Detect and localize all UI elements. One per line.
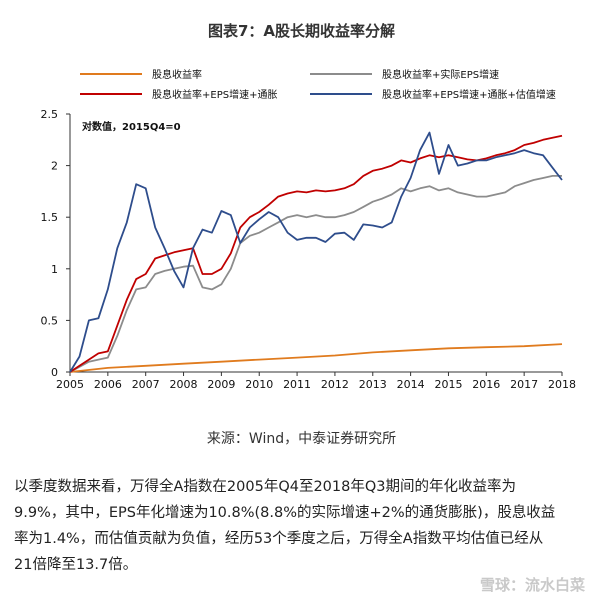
x-tick-label: 2016 [472, 378, 500, 391]
x-tick-label: 2008 [170, 378, 198, 391]
series-line-0 [69, 343, 563, 373]
legend-swatch [310, 92, 372, 95]
legend-item-eps-inflation: 股息收益率+EPS增速+通胀 [80, 86, 277, 101]
axes: 0 0.5 1 1.5 2 2.5 2005 2006 2007 2008 2009 2010 2011… [41, 108, 577, 391]
legend-label: 股息收益率+EPS增速+通胀+估值增速 [382, 90, 556, 101]
legend-swatch [310, 72, 372, 75]
x-tick-label: 2018 [548, 378, 576, 391]
x-tick-label: 2009 [207, 378, 235, 391]
x-tick-label: 2005 [56, 378, 84, 391]
y-tick-label: 1 [51, 263, 58, 276]
paragraph-line: 21倍降至13.7倍。 [14, 557, 138, 573]
y-tick-label: 2.5 [41, 108, 59, 121]
y-tick-label: 2 [51, 160, 58, 173]
paragraph-line: 率为1.4%，而估值贡献为负值，经历53个季度之后，万得全A指数平均估值已经从 [14, 531, 544, 547]
x-tick-label: 2014 [397, 378, 425, 391]
x-tick-label: 2010 [245, 378, 273, 391]
series-line-1 [69, 175, 562, 373]
series-lines [69, 131, 563, 373]
x-tick-label: 2011 [283, 378, 311, 391]
series-line-3 [69, 131, 563, 373]
series-line-2 [69, 134, 563, 373]
y-tick-label: 0.5 [41, 314, 59, 327]
legend-item-dividend: 股息收益率 [80, 66, 202, 81]
x-tick-label: 2006 [94, 378, 122, 391]
x-tick-label: 2015 [434, 378, 462, 391]
chart-annotation: 对数值，2015Q4=0 [82, 120, 181, 133]
legend-swatch [80, 72, 142, 75]
y-tick-label: 1.5 [41, 211, 59, 224]
line-chart: 0 0.5 1 1.5 2 2.5 2005 2006 2007 2008 2009 2010 2011… [41, 108, 577, 391]
x-tick-label: 2012 [321, 378, 349, 391]
paragraph-line: 9.9%，其中，EPS年化增速为10.8%(8.8%的实际增速+2%的通货膨胀)… [14, 505, 556, 521]
chart-title: 图表7：A股长期收益率分解 [207, 22, 396, 40]
x-tick-label: 2007 [132, 378, 160, 391]
legend-label: 股息收益率 [152, 70, 202, 81]
legend-item-real-eps: 股息收益率+实际EPS增速 [310, 66, 499, 81]
y-tick-label: 0 [51, 366, 58, 379]
watermark: 雪球：流水白菜 [479, 576, 585, 594]
x-tick-label: 2017 [510, 378, 538, 391]
legend-swatch [80, 92, 142, 95]
legend-label: 股息收益率+实际EPS增速 [382, 70, 500, 81]
legend-item-valuation: 股息收益率+EPS增速+通胀+估值增速 [310, 86, 556, 101]
x-tick-label: 2013 [359, 378, 387, 391]
source-note: 来源：Wind，中泰证券研究所 [206, 431, 397, 447]
paragraph-line: 以季度数据来看，万得全A指数在2005年Q4至2018年Q3期间的年化收益率为 [14, 479, 516, 495]
legend-label: 股息收益率+EPS增速+通胀 [152, 90, 278, 101]
description-paragraph: 以季度数据来看，万得全A指数在2005年Q4至2018年Q3期间的年化收益率为 … [14, 474, 599, 578]
